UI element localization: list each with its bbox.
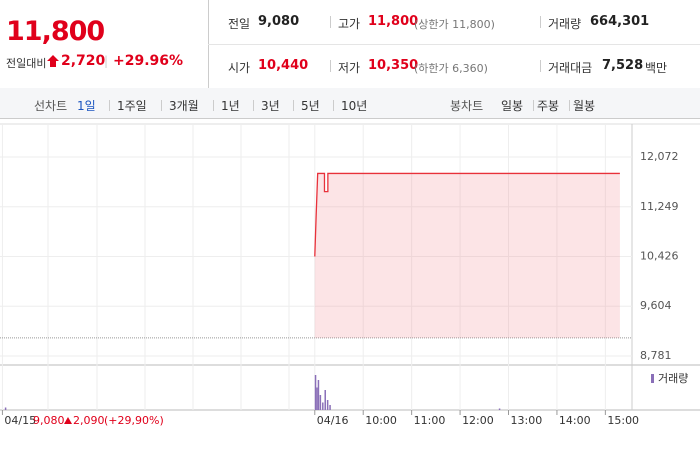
volume-bar xyxy=(326,400,329,410)
x-tick-label: 11:00 xyxy=(414,414,446,427)
separator xyxy=(333,100,334,111)
separator xyxy=(569,100,570,111)
separator xyxy=(540,60,541,72)
volume-bar xyxy=(322,402,324,410)
up-arrow xyxy=(47,55,59,67)
x-tick-label: 04/16 xyxy=(317,414,349,427)
volume-bar xyxy=(319,395,322,410)
tab-period[interactable]: 3년 xyxy=(261,99,280,113)
tab-period[interactable]: 1년 xyxy=(221,99,240,113)
y-tick-label: 8,781 xyxy=(640,349,672,362)
volume-bar xyxy=(329,405,331,410)
x-tick-label: 04/15 xyxy=(4,414,36,427)
x-tick-label: 15:00 xyxy=(607,414,639,427)
footer-rate: (+29,90%) xyxy=(104,414,164,427)
tab-period[interactable]: 1일 xyxy=(77,99,96,113)
separator xyxy=(330,60,331,72)
volume-bar xyxy=(316,387,318,410)
stat-label: 거래량 xyxy=(548,17,582,31)
tab-period[interactable]: 5년 xyxy=(301,99,320,113)
volume-bar xyxy=(498,408,501,410)
separator xyxy=(253,100,254,111)
change-rate: +29.96% xyxy=(113,53,184,69)
price-area xyxy=(314,173,620,338)
tab-period[interactable]: 10년 xyxy=(341,99,368,113)
tab-candle[interactable]: 주봉 xyxy=(537,99,560,113)
change: 2,720 xyxy=(61,53,106,69)
volume-bar xyxy=(317,380,320,410)
separator xyxy=(213,100,214,111)
stat-label: 거래대금 xyxy=(548,61,593,75)
footer-arrow xyxy=(64,417,72,424)
footer-change: 2,090 xyxy=(73,414,105,427)
chart: 거래량 12,072 11,249 10,426 9,604 8,781 04/15 04/… xyxy=(0,123,700,427)
stat-value: 9,080 xyxy=(258,14,300,29)
separator xyxy=(109,100,110,111)
line-label: 선차트 xyxy=(34,99,68,113)
x-tick-label: 12:00 xyxy=(462,414,494,427)
volume-bar xyxy=(314,375,317,410)
y-tick-label: 12,072 xyxy=(640,150,679,163)
y-tick-label: 11,249 xyxy=(640,200,679,213)
volume-legend: 거래량 xyxy=(658,372,688,385)
stat-label: 시가 xyxy=(228,61,251,75)
stat-label: 저가 xyxy=(338,61,361,75)
tab-candle[interactable]: 일봉 xyxy=(501,99,524,113)
x-tick-label: 13:00 xyxy=(511,414,543,427)
separator xyxy=(161,100,162,111)
candle-label: 봉차트 xyxy=(450,99,484,113)
tab-period[interactable]: 1주일 xyxy=(117,99,147,113)
volume-bar xyxy=(4,407,7,410)
volume-bar xyxy=(324,390,326,410)
change-label: 전일대비 xyxy=(6,57,47,70)
separator xyxy=(293,100,294,111)
stat-value: 10,440 xyxy=(258,58,309,73)
tab-candle[interactable]: 월봉 xyxy=(573,99,596,113)
stat-value: 7,528 xyxy=(602,58,644,73)
y-tick-label: 9,604 xyxy=(640,299,672,312)
stat-note: (하한가 6,360) xyxy=(414,62,488,75)
footer-close: 9,080 xyxy=(33,414,65,427)
stat-value: 11,800 xyxy=(368,14,419,29)
y-tick-label: 10,426 xyxy=(640,250,679,263)
stat-note: (상한가 11,800) xyxy=(414,18,495,31)
stat-label: 고가 xyxy=(338,17,361,31)
stat-unit: 백만 xyxy=(645,61,668,75)
tab-bar xyxy=(0,88,700,119)
x-tick-label: 10:00 xyxy=(365,414,397,427)
stat-label: 전일 xyxy=(228,17,251,31)
price: 11,800 xyxy=(6,16,105,47)
price-line xyxy=(314,172,620,257)
separator xyxy=(540,16,541,28)
separator xyxy=(533,100,534,111)
separator xyxy=(330,16,331,28)
stat-value: 664,301 xyxy=(590,14,650,29)
tab-period[interactable]: 3개월 xyxy=(169,99,199,113)
x-tick-label: 14:00 xyxy=(559,414,591,427)
stat-value: 10,350 xyxy=(368,58,419,73)
